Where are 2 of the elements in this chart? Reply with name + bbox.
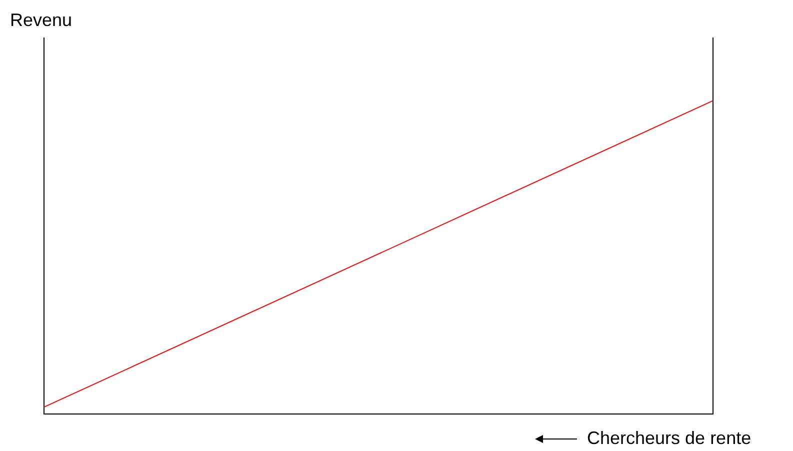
x-axis-title: Chercheurs de rente [587, 428, 752, 449]
y-axis-title: Revenu [10, 10, 72, 31]
